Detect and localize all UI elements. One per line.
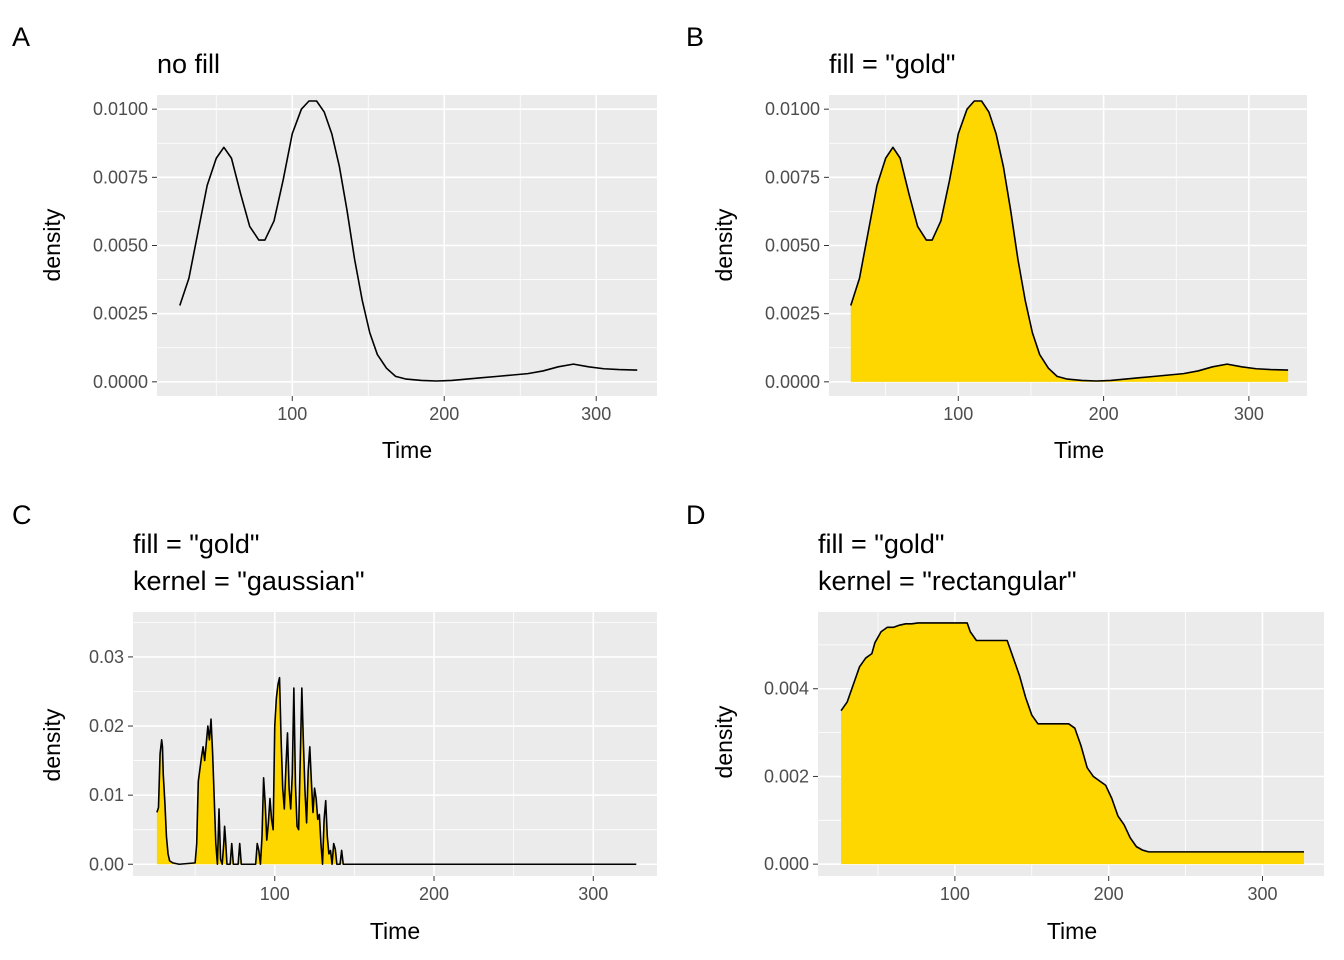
y-tick-label-a: 0.0100 [93, 99, 148, 119]
y-tick-label-a: 0.0025 [93, 304, 148, 324]
panel-title-a-line-1: no fill [157, 49, 220, 79]
x-tick-label-a: 200 [429, 404, 459, 424]
y-axis-title-c: density [39, 708, 65, 781]
x-tick-label-a: 100 [277, 404, 307, 424]
y-tick-label-a: 0.0000 [93, 372, 148, 392]
x-tick-label-a: 300 [581, 404, 611, 424]
y-tick-label-a: 0.0050 [93, 236, 148, 256]
panel-title-d-line-2: kernel = "rectangular" [818, 566, 1077, 596]
y-axis-title-d: density [711, 705, 737, 778]
x-tick-label-d: 100 [940, 884, 970, 904]
x-tick-label-c: 300 [578, 884, 608, 904]
y-axis-title-b: density [711, 208, 737, 281]
density-line-a [179, 100, 638, 382]
x-tick-label-b: 200 [1089, 404, 1119, 424]
panel-title-c-line-1: fill = "gold" [133, 529, 259, 559]
x-tick-label-d: 200 [1094, 884, 1124, 904]
plot-area-b: 100 200 300 0.0000 0.0025 0.0050 0.0075 0.0100 [765, 95, 1307, 424]
y-tick-label-b: 0.0050 [765, 236, 820, 256]
panel-tag-c: C [12, 500, 32, 530]
y-tick-label-c: 0.00 [89, 854, 124, 874]
plot-area-a: 100 200 300 0.0000 0.0025 0.0050 0.0075 0.0100 [93, 95, 657, 424]
y-tick-label-c: 0.02 [89, 716, 124, 736]
panel-tag-a: A [12, 22, 30, 52]
y-tick-label-b: 0.0100 [765, 99, 820, 119]
density-area-c [156, 677, 637, 865]
x-tick-label-b: 100 [943, 404, 973, 424]
panel-tag-b: B [686, 22, 704, 52]
y-tick-label-c: 0.03 [89, 647, 124, 667]
y-tick-label-b: 0.0025 [765, 304, 820, 324]
panel-d: D fill = "gold" kernel = "rectangular" 1… [686, 500, 1324, 944]
y-tick-label-c: 0.01 [89, 785, 124, 805]
panel-title-b-line-1: fill = "gold" [829, 49, 955, 79]
panel-title-c-line-2: kernel = "gaussian" [133, 566, 365, 596]
x-tick-label-c: 200 [419, 884, 449, 904]
y-tick-label-a: 0.0075 [93, 167, 148, 187]
density-line-b [850, 100, 1289, 382]
y-tick-label-b: 0.0075 [765, 167, 820, 187]
panel-b: B fill = "gold" 100 200 300 0.0000 0.0025 0.0… [686, 22, 1307, 463]
density-area-d [841, 622, 1305, 865]
x-axis-title-d: Time [1047, 918, 1097, 944]
x-tick-label-c: 100 [260, 884, 290, 904]
y-tick-label-d: 0.004 [764, 679, 809, 699]
plot-area-d: 100 200 300 0.000 0.002 0.004 [764, 612, 1324, 904]
y-tick-label-d: 0.002 [764, 766, 809, 786]
panel-tag-d: D [686, 500, 706, 530]
density-line-d [840, 622, 1305, 853]
x-axis-title-c: Time [370, 918, 420, 944]
x-axis-title-a: Time [382, 437, 432, 463]
density-line-c [156, 676, 637, 866]
density-area-b [850, 101, 1289, 382]
x-tick-label-b: 300 [1234, 404, 1264, 424]
panel-title-d-line-1: fill = "gold" [818, 529, 944, 559]
y-axis-title-a: density [39, 208, 65, 281]
plot-area-c: 100 200 300 0.00 0.01 0.02 0.03 [89, 612, 657, 904]
x-axis-title-b: Time [1054, 437, 1104, 463]
panel-a: A no fill 100 200 300 0.0000 0.0025 0.0050 0.0… [12, 22, 657, 463]
x-tick-label-d: 300 [1247, 884, 1277, 904]
y-tick-label-b: 0.0000 [765, 372, 820, 392]
panel-c: C fill = "gold" kernel = "gaussian" 100 2… [12, 500, 657, 944]
y-tick-label-d: 0.000 [764, 854, 809, 874]
